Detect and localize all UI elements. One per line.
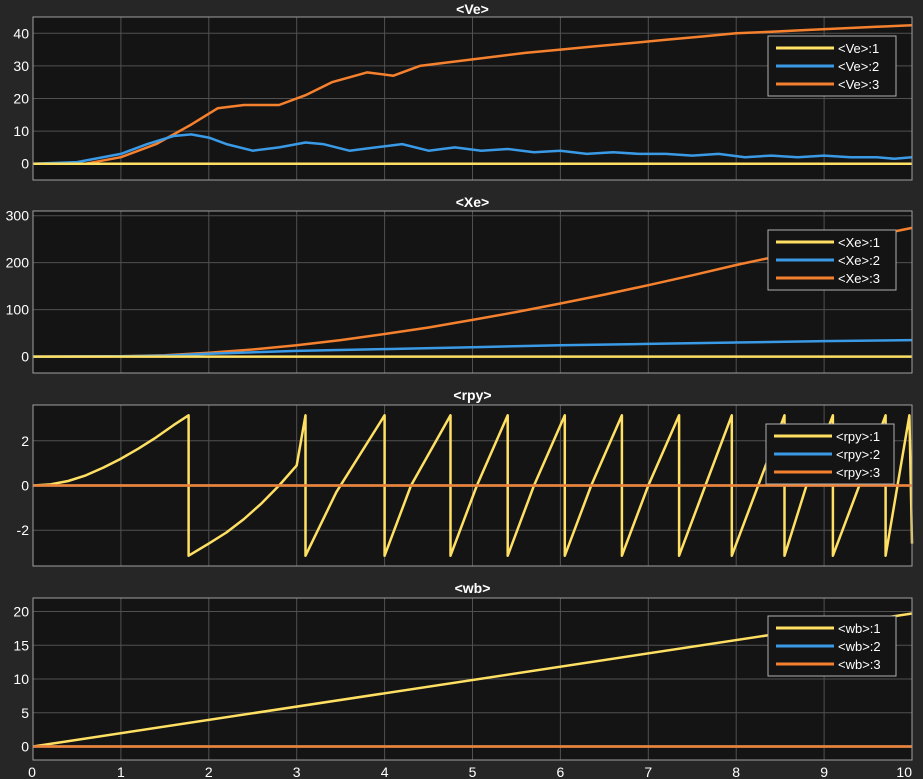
legend-entry: <wb>:1 — [838, 621, 881, 636]
y-tick-label: 300 — [6, 208, 30, 224]
y-tick-label: 0 — [21, 478, 29, 494]
legend: <wb>:1 <wb>:2 <wb>:3 — [767, 615, 897, 677]
legend-entry: <Ve>:2 — [838, 59, 879, 74]
plot-panel-1: <Ve> 0 10 20 30 40 <Ve>:1 <Ve>:2 <Ve>:3 — [13, 1, 913, 181]
y-tick-label: -2 — [17, 522, 30, 538]
axes-frame — [32, 404, 913, 567]
legend: <Ve>:1 <Ve>:2 <Ve>:3 — [767, 35, 897, 97]
chart-title: <Ve> — [456, 1, 489, 17]
x-tick-label: 8 — [732, 764, 740, 779]
y-tick-label: 0 — [21, 739, 29, 755]
legend-entry: <Xe>:2 — [838, 253, 880, 268]
legend: <Xe>:1 <Xe>:2 <Xe>:3 — [767, 229, 897, 291]
x-tick-label: 6 — [557, 764, 565, 779]
y-tick-label: 15 — [13, 637, 29, 653]
legend-entry: <Xe>:1 — [838, 235, 880, 250]
legend-entry: <rpy>:2 — [836, 447, 880, 462]
series-line-3 — [33, 23, 913, 165]
y-tick-label: 10 — [13, 123, 29, 139]
chart-title: <Xe> — [456, 194, 489, 210]
x-tick-label: 3 — [293, 764, 301, 779]
axes-frame — [32, 210, 913, 374]
x-tick-label: 5 — [469, 764, 477, 779]
y-tick-label: 10 — [13, 671, 29, 687]
legend-entry: <rpy>:1 — [836, 429, 880, 444]
chart-title: <rpy> — [453, 387, 491, 403]
axes-frame — [32, 16, 913, 181]
series-line-2 — [32, 133, 913, 165]
y-tick-label: 5 — [21, 705, 29, 721]
plot-panel-2: <Xe> 0 100 200 300 <Xe>:1 <Xe>:2 <Xe>:3 — [6, 194, 913, 374]
chart-title: <wb> — [455, 580, 491, 596]
x-tick-label: 4 — [381, 764, 389, 779]
y-tick-label: 2 — [21, 433, 29, 449]
legend: <rpy>:1 <rpy>:2 <rpy>:3 — [765, 423, 895, 485]
axes-frame — [32, 597, 913, 761]
legend-entry: <wb>:2 — [838, 639, 881, 654]
legend-entry: <rpy>:3 — [836, 465, 880, 480]
series-line-1 — [32, 612, 913, 748]
y-tick-label: 30 — [13, 58, 29, 74]
x-tick-label: 0 — [28, 764, 36, 779]
y-tick-label: 20 — [13, 604, 29, 620]
legend-entry: <Ve>:1 — [838, 41, 879, 56]
x-tick-label: 2 — [205, 764, 213, 779]
x-tick-label: 9 — [820, 764, 828, 779]
y-tick-label: 0 — [21, 156, 29, 172]
y-tick-label: 100 — [6, 302, 30, 318]
legend-entry: <wb>:3 — [838, 657, 881, 672]
y-tick-label: 0 — [21, 349, 29, 365]
x-tick-label: 1 — [117, 764, 125, 779]
legend-entry: <Ve>:3 — [838, 77, 879, 92]
y-tick-label: 20 — [13, 91, 29, 107]
plot-panel-3: <rpy> -2 0 2 <rpy>:1 <rpy>:2 <rpy>:3 — [17, 387, 914, 567]
legend-entry: <Xe>:3 — [838, 271, 880, 286]
y-tick-label: 40 — [13, 25, 29, 41]
y-tick-label: 200 — [6, 255, 30, 271]
x-tick-label: 10 — [896, 764, 912, 779]
x-tick-label: 7 — [644, 764, 652, 779]
